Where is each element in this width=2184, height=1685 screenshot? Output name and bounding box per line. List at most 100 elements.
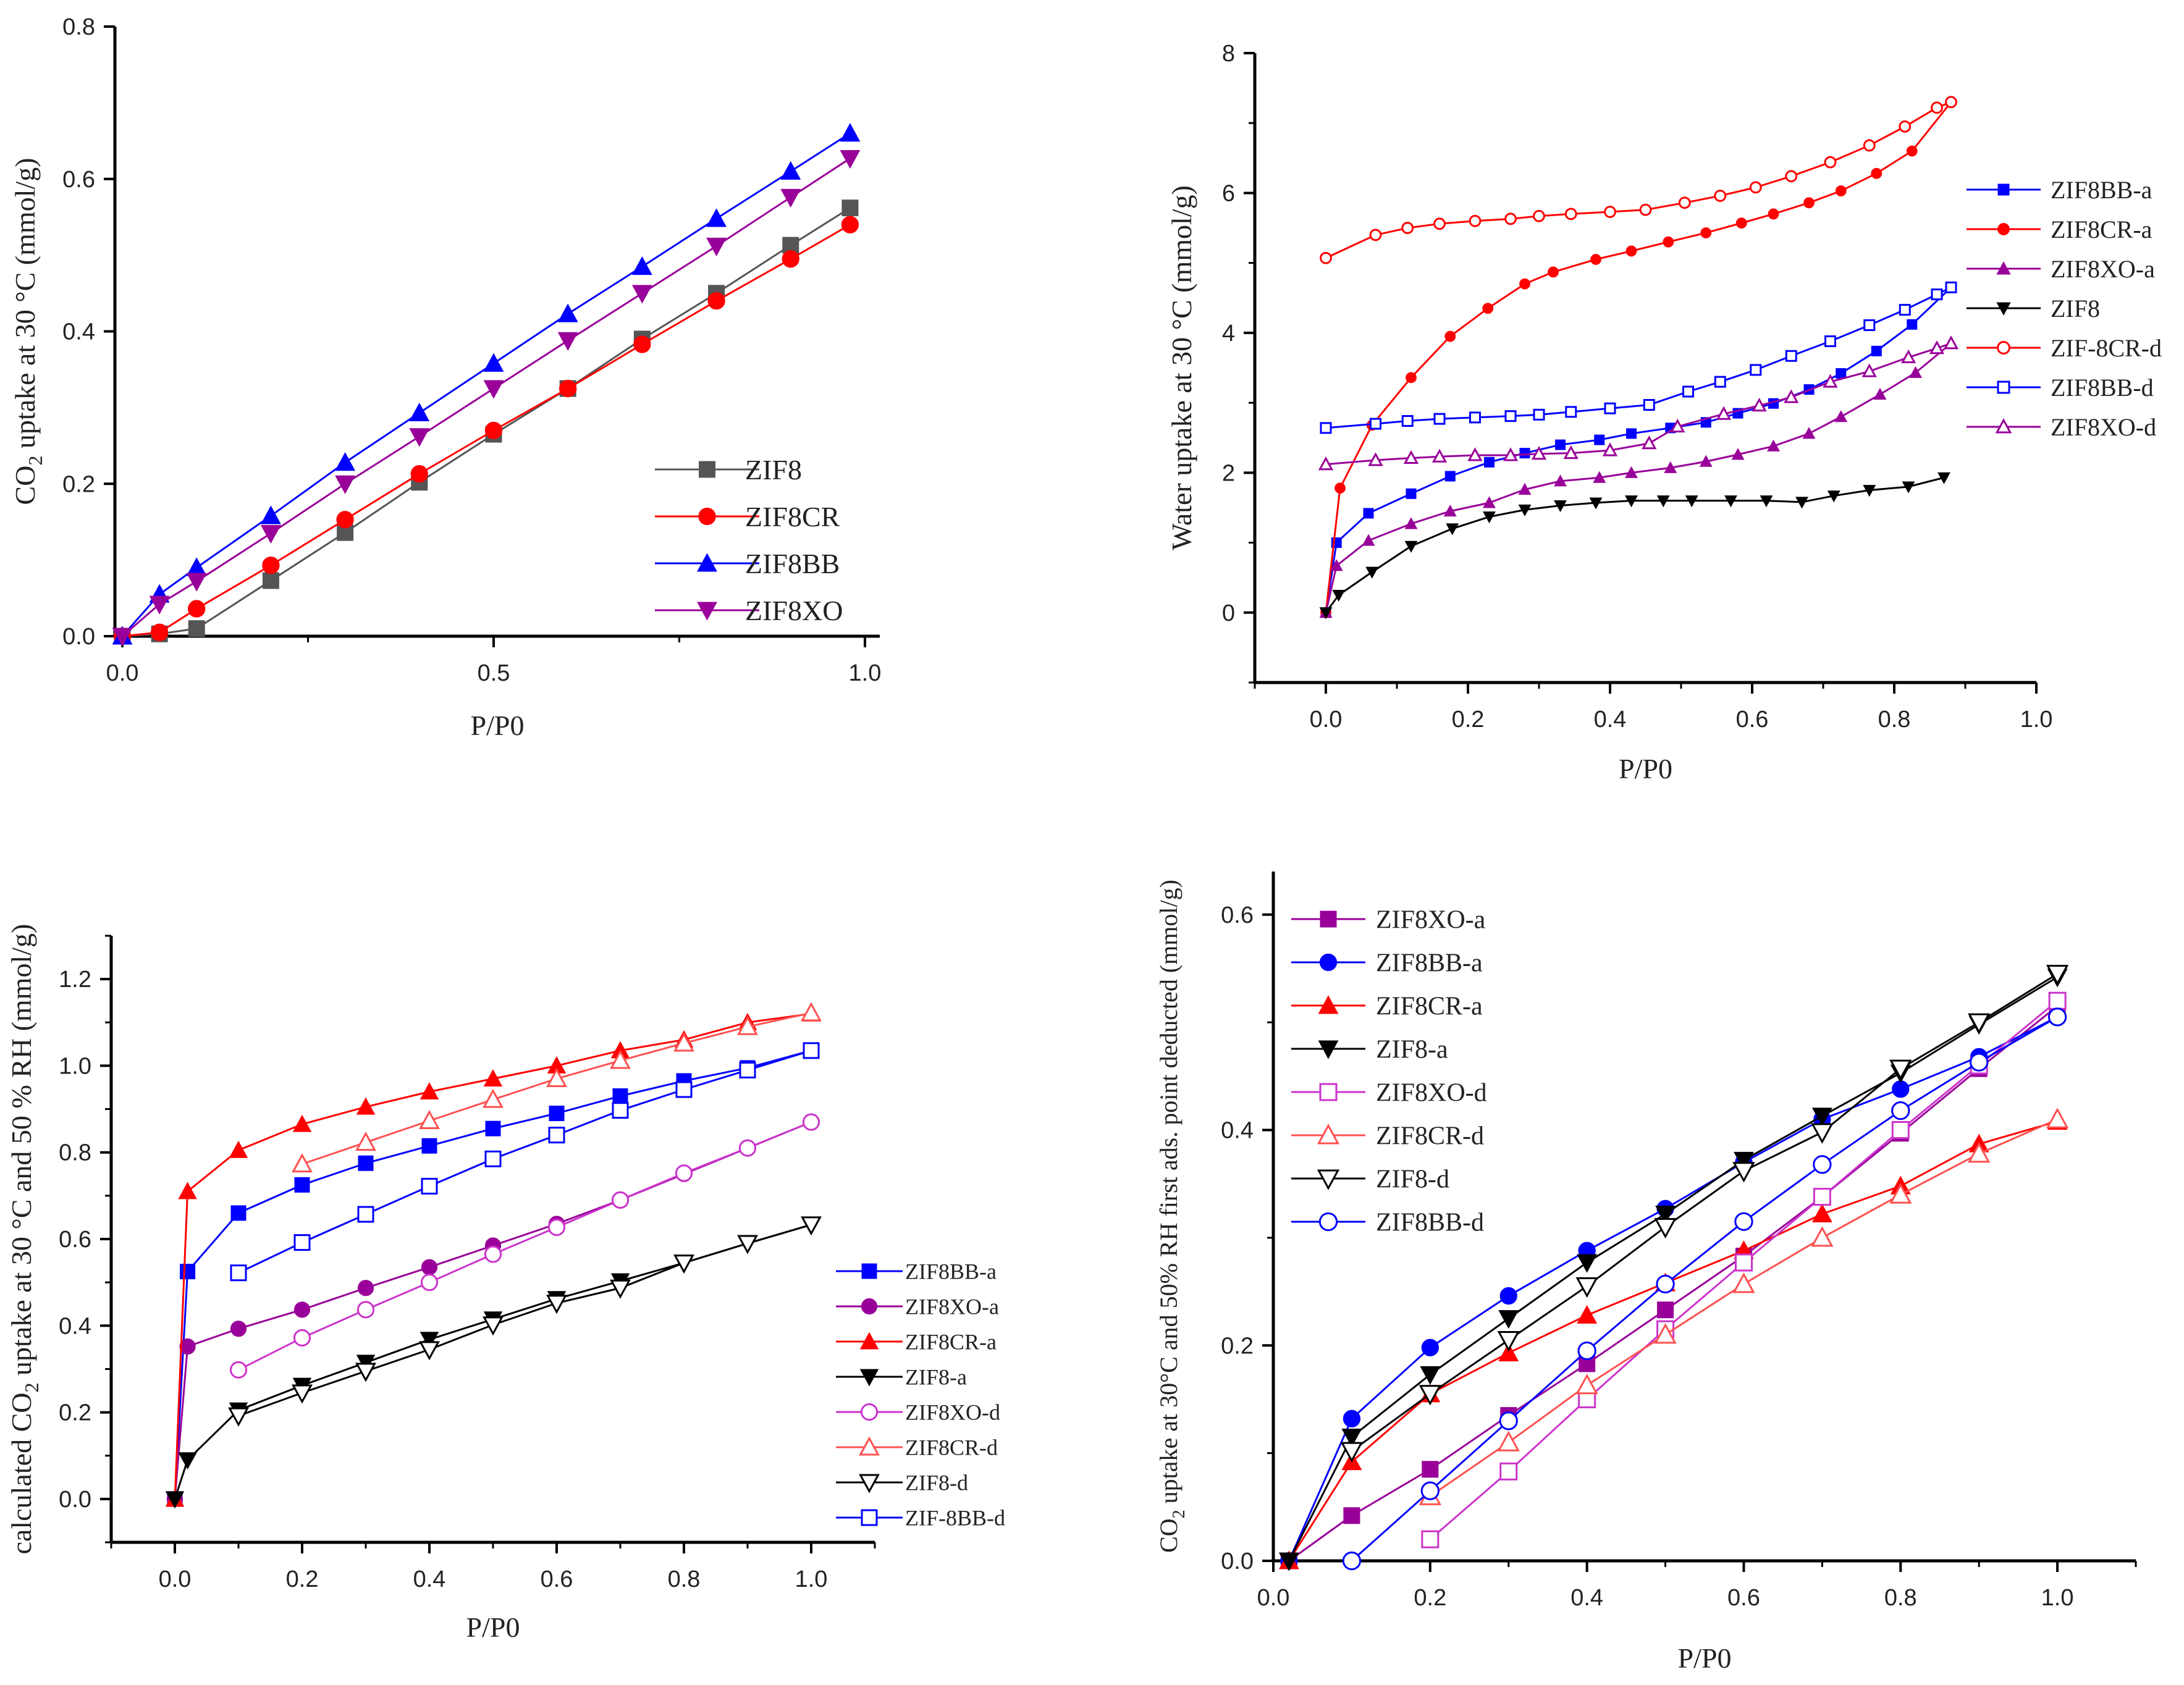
data-point <box>1519 278 1530 290</box>
data-point <box>484 1150 502 1167</box>
data-point <box>357 1280 374 1296</box>
data-point <box>737 1235 758 1254</box>
series-ZIF8BB-a <box>167 1043 819 1507</box>
x-tick-label: 0.8 <box>1884 1585 1917 1611</box>
y-tick-label: 0.2 <box>59 1400 91 1426</box>
legend-item: ZIF8XO-a <box>1291 906 1486 935</box>
data-point <box>483 353 504 372</box>
y-axis-label-text: CO <box>1155 1518 1183 1553</box>
y-tick-label: 0.0 <box>1221 1548 1254 1574</box>
data-point <box>633 335 651 353</box>
data-point <box>1362 534 1375 546</box>
data-point <box>1499 1462 1518 1481</box>
legend-label: ZIF8XO-d <box>905 1400 1000 1425</box>
legend-item: ZIF8XO-a <box>1967 255 2155 283</box>
data-point <box>1483 496 1496 508</box>
data-point <box>1655 1206 1676 1225</box>
data-point <box>1498 1310 1519 1329</box>
series-line <box>1351 1016 2058 1562</box>
data-point <box>230 1205 247 1221</box>
y-axis-label-subscript: 2 <box>1170 1510 1189 1518</box>
data-point <box>2048 991 2067 1010</box>
data-point <box>421 1259 438 1275</box>
data-point <box>1334 482 1346 494</box>
series-line <box>1325 101 1952 613</box>
data-point <box>1863 139 1876 152</box>
data-point <box>1504 212 1517 225</box>
data-point <box>150 623 169 641</box>
data-point <box>1873 387 1887 400</box>
data-point <box>2047 1007 2067 1027</box>
data-point <box>294 1177 310 1193</box>
data-point <box>293 1329 311 1347</box>
data-point <box>421 1138 437 1154</box>
legend-marker <box>1996 302 2011 316</box>
legend-item: ZIF8CR-a <box>1967 216 2152 243</box>
series-ZIF8XO-a <box>166 1114 820 1507</box>
x-tick-label: 0.4 <box>1571 1585 1603 1611</box>
data-point <box>1909 366 1922 378</box>
data-point <box>1899 120 1912 133</box>
data-point <box>1318 456 1334 471</box>
y-tick-label: 0.8 <box>59 1140 91 1166</box>
data-point <box>1482 303 1494 314</box>
data-point <box>188 620 205 637</box>
data-point <box>780 161 801 180</box>
data-point <box>1734 1253 1753 1272</box>
series-line <box>174 1224 812 1500</box>
chart-panel-top-left: 0.0 0.5 1.0 0.0 0.2 0.4 0.6 0.8 P/P0 CO2 uptake a… <box>9 14 881 741</box>
legend-marker <box>859 1369 879 1387</box>
data-point <box>1370 418 1381 430</box>
series-line <box>238 1224 812 1417</box>
data-point <box>840 149 861 169</box>
series-ZIF8-d <box>1340 965 2069 1463</box>
data-point <box>1444 330 1456 342</box>
data-point <box>1750 364 1762 376</box>
data-point <box>1871 345 1882 356</box>
data-point <box>1278 1552 1299 1571</box>
y-tick-label: 0.0 <box>62 624 95 650</box>
data-point <box>803 1042 820 1059</box>
data-point <box>631 285 652 304</box>
legend-label: ZIF8CR-a <box>905 1330 997 1355</box>
legend-marker <box>859 1332 879 1350</box>
data-point <box>1714 190 1727 202</box>
series-line <box>1325 101 1952 259</box>
y-tick-label: 0.8 <box>62 14 95 40</box>
legend-label: ZIF8CR-d <box>1376 1122 1484 1151</box>
data-point <box>1714 376 1726 388</box>
legend-marker <box>1320 910 1337 928</box>
x-tick-label: 0.8 <box>668 1566 701 1592</box>
data-point <box>178 1182 197 1200</box>
data-point <box>1625 245 1637 257</box>
data-point <box>178 1452 197 1470</box>
data-point <box>1642 435 1657 450</box>
data-point <box>1421 1338 1439 1356</box>
legend-marker <box>699 461 715 478</box>
data-point <box>1403 450 1419 464</box>
data-point <box>1931 288 1943 301</box>
y-tick-label: 8 <box>1222 41 1235 67</box>
data-point <box>547 1218 566 1237</box>
legend-label: ZIF8-d <box>905 1471 968 1495</box>
data-point <box>419 1341 440 1361</box>
data-point <box>1785 350 1797 362</box>
legend-marker <box>1997 380 2010 394</box>
x-tick-label: 0.4 <box>413 1566 446 1592</box>
legend-item: ZIF8CR-a <box>1291 993 1483 1021</box>
data-point <box>409 402 430 422</box>
data-point <box>229 1140 248 1158</box>
data-point <box>1368 452 1383 466</box>
data-point <box>1469 411 1481 424</box>
data-point <box>1554 500 1567 513</box>
series-ZIF8BB-a <box>1320 282 1957 618</box>
legend-label: ZIF8BB <box>745 548 840 579</box>
x-tick-label: 0.6 <box>541 1566 573 1592</box>
series-ZIF8XO <box>112 149 861 647</box>
data-point <box>1575 1374 1598 1395</box>
data-point <box>356 1301 375 1319</box>
data-point <box>1503 447 1519 461</box>
data-point <box>1735 217 1747 229</box>
data-point <box>1519 448 1530 459</box>
chart-panel-top-right: 0.0 0.2 0.4 0.6 0.8 1.0 0 2 4 6 8 P/P0 Water uptake … <box>1166 41 2162 784</box>
